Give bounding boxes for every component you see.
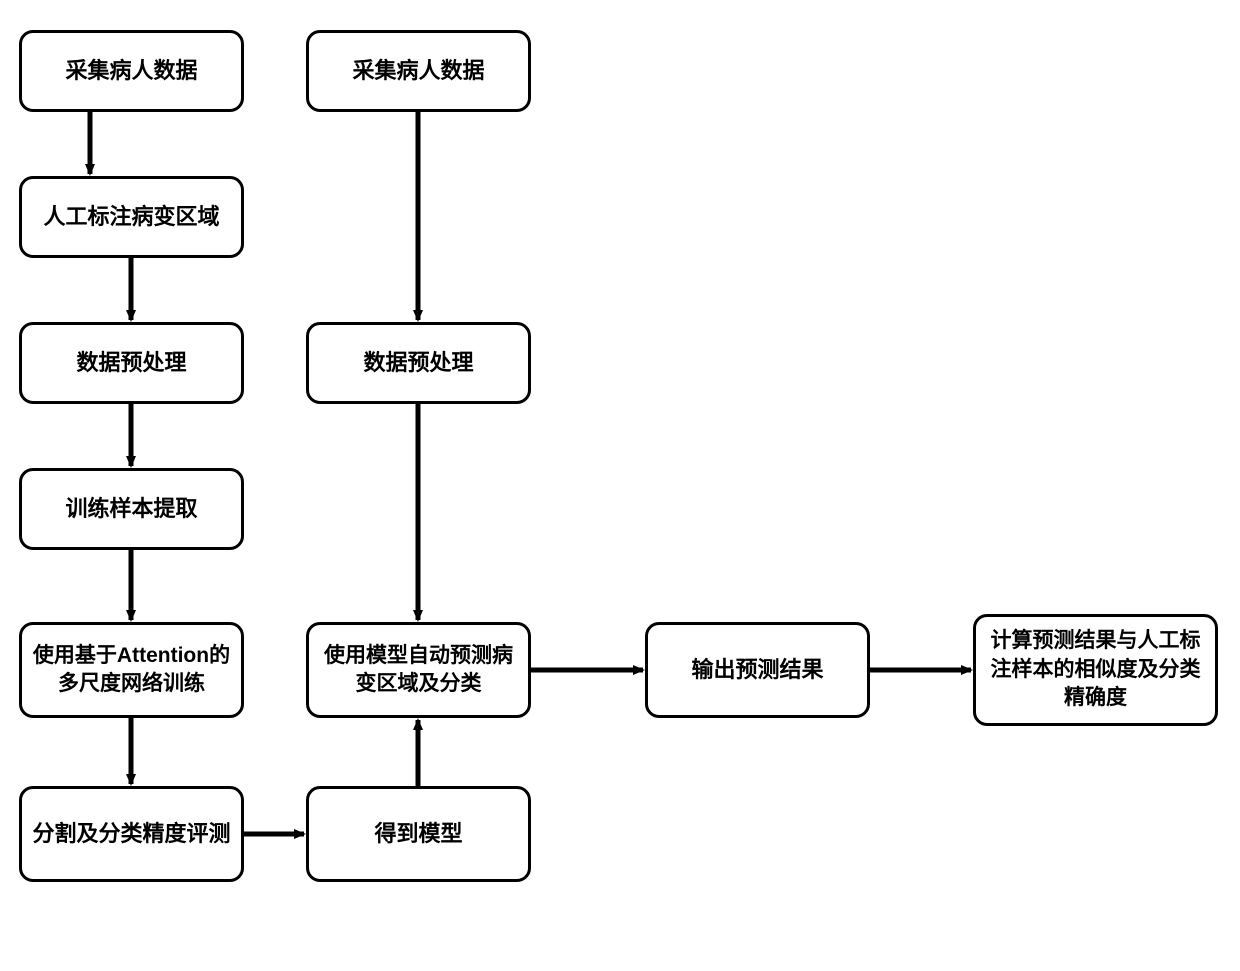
node-label: 采集病人数据: [65, 56, 197, 86]
node-label: 使用模型自动预测病变区域及分类: [317, 642, 520, 699]
flowchart-node-n8: 数据预处理: [306, 322, 531, 404]
node-label: 采集病人数据: [352, 56, 484, 86]
flowchart-node-n12: 计算预测结果与人工标注样本的相似度及分类精确度: [973, 614, 1218, 726]
node-label: 人工标注病变区域: [43, 202, 219, 232]
flowchart-canvas: 采集病人数据人工标注病变区域数据预处理训练样本提取使用基于Attention的多…: [0, 0, 1240, 971]
flowchart-node-n10: 得到模型: [306, 786, 531, 882]
flowchart-node-n2: 人工标注病变区域: [19, 176, 244, 258]
flowchart-node-n1: 采集病人数据: [19, 30, 244, 112]
flowchart-node-n9: 使用模型自动预测病变区域及分类: [306, 622, 531, 718]
node-label: 得到模型: [374, 819, 462, 849]
node-label: 训练样本提取: [65, 494, 197, 524]
node-label: 数据预处理: [363, 348, 473, 378]
flowchart-node-n5: 使用基于Attention的多尺度网络训练: [19, 622, 244, 718]
flowchart-node-n11: 输出预测结果: [645, 622, 870, 718]
flowchart-node-n6: 分割及分类精度评测: [19, 786, 244, 882]
flowchart-node-n4: 训练样本提取: [19, 468, 244, 550]
flowchart-node-n7: 采集病人数据: [306, 30, 531, 112]
node-label: 使用基于Attention的多尺度网络训练: [30, 642, 233, 699]
node-label: 计算预测结果与人工标注样本的相似度及分类精确度: [984, 627, 1207, 712]
node-label: 分割及分类精度评测: [32, 819, 230, 849]
flowchart-node-n3: 数据预处理: [19, 322, 244, 404]
node-label: 输出预测结果: [691, 655, 823, 685]
node-label: 数据预处理: [76, 348, 186, 378]
